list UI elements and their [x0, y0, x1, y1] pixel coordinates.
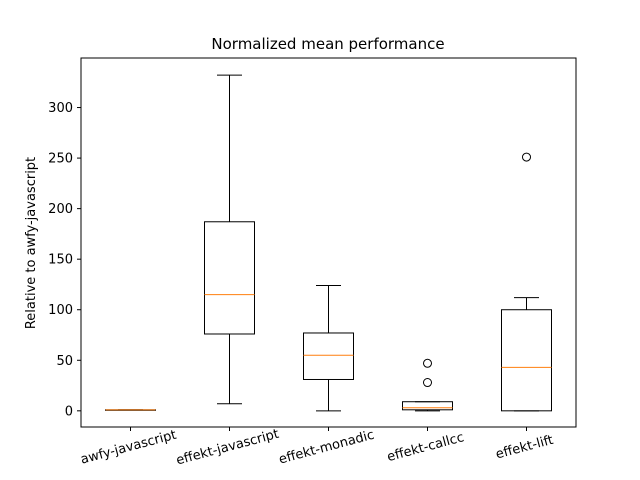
y-tick-label: 250 — [48, 152, 73, 167]
y-axis-label: Relative to awfy-javascript — [24, 157, 39, 329]
outlier-point — [423, 358, 432, 368]
y-tick-label: 0 — [65, 404, 73, 419]
y-tick-label: 150 — [48, 253, 73, 268]
y-tick-label: 200 — [48, 202, 73, 217]
box-iqr — [303, 332, 354, 380]
y-tick-label: 300 — [48, 101, 73, 116]
chart-title: Normalized mean performance — [211, 35, 444, 53]
plot-area-frame — [80, 57, 577, 428]
y-tick-label: 50 — [56, 354, 73, 369]
outlier-point — [522, 152, 531, 162]
y-tick-label: 100 — [48, 303, 73, 318]
box-iqr — [402, 401, 453, 411]
outlier-point — [423, 378, 432, 388]
box-iqr — [501, 309, 552, 412]
box-iqr — [204, 221, 255, 335]
